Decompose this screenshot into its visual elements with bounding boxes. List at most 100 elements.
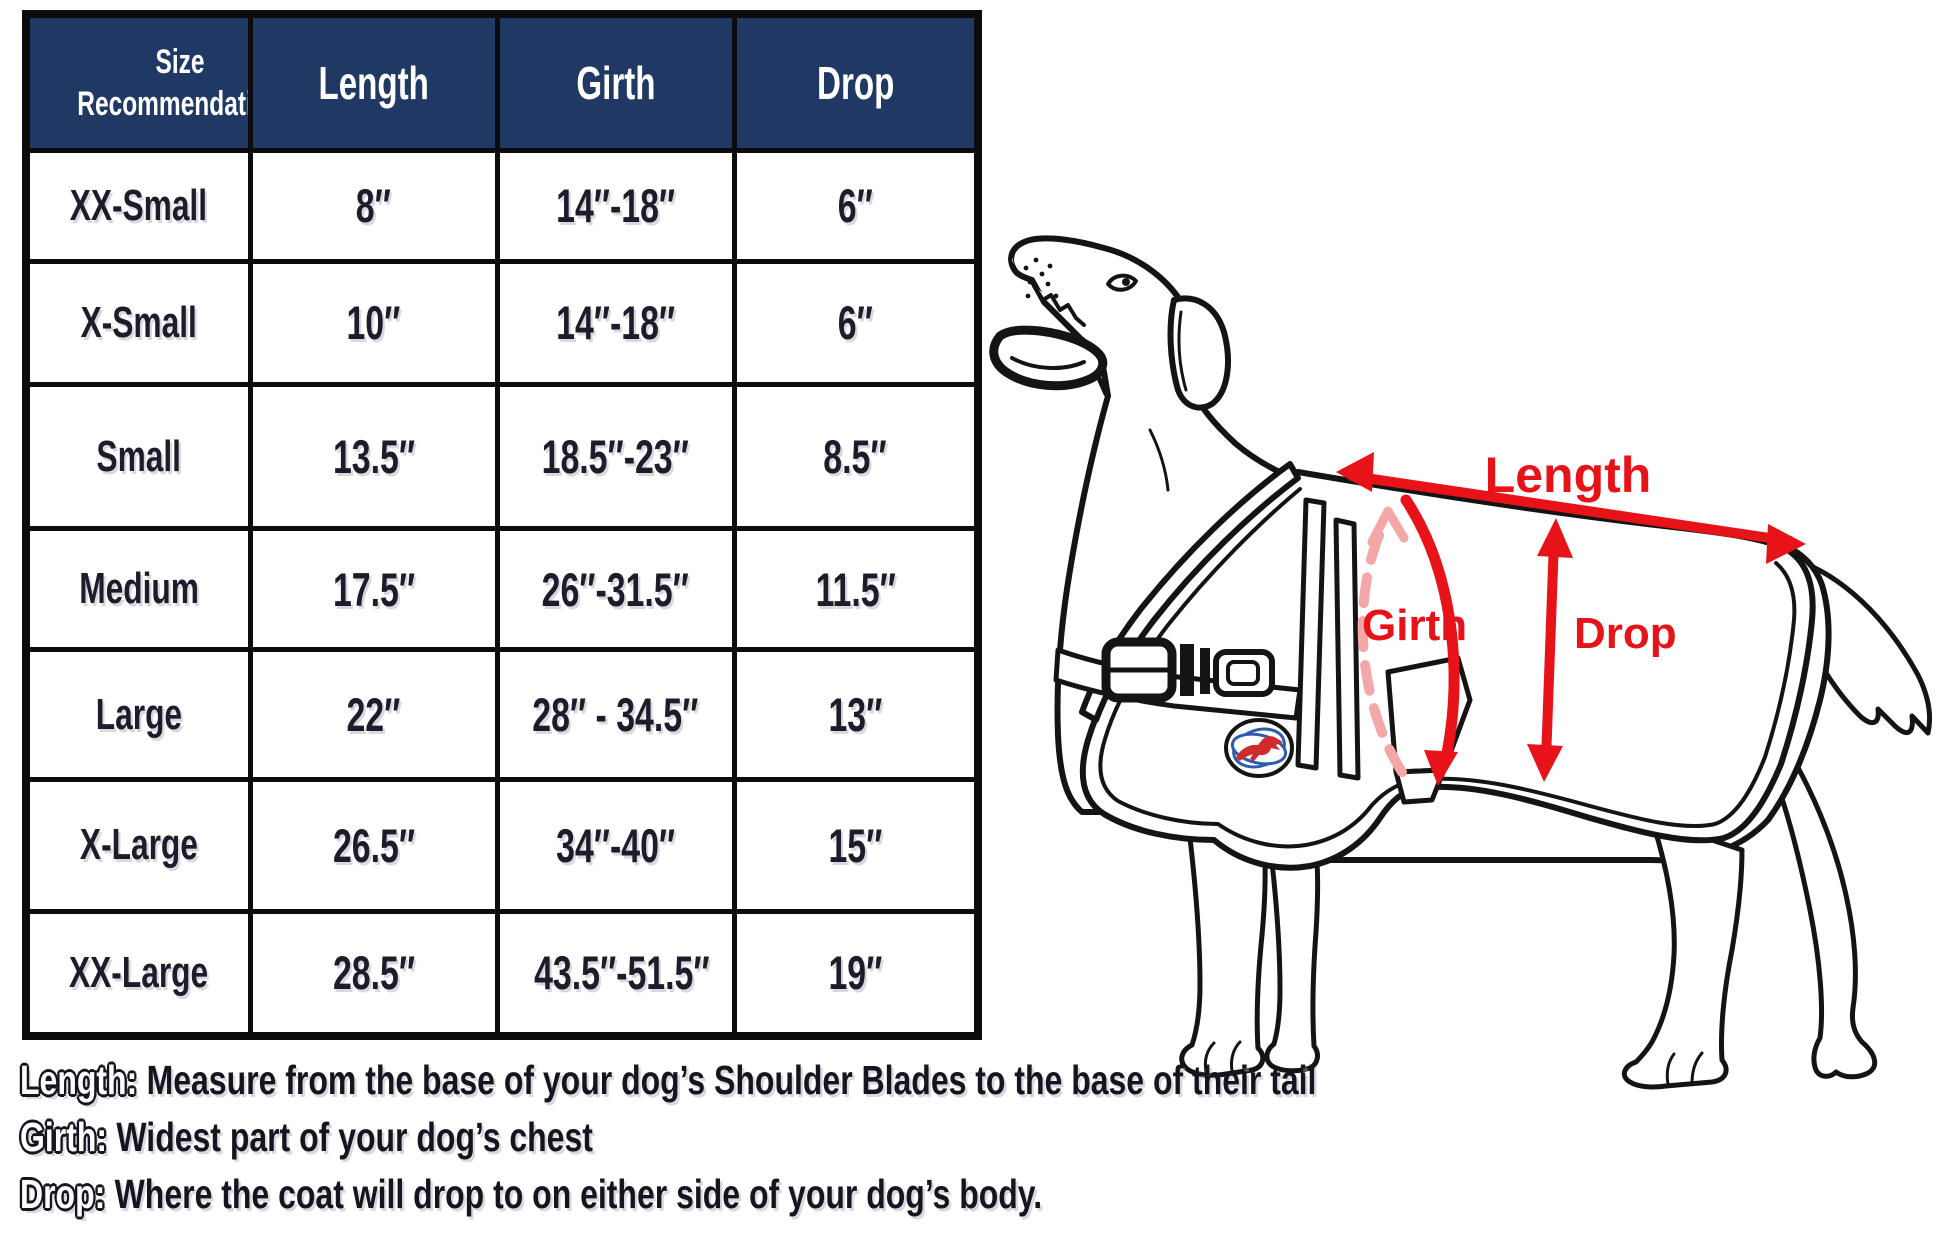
length-cell: 28.5″ bbox=[247, 908, 500, 1039]
drop-value: 11.5″ bbox=[815, 562, 896, 616]
girth-cell: 14″-18″ bbox=[494, 148, 737, 264]
dog-hind-paw-lines bbox=[1665, 1051, 1704, 1086]
length-value: 8″ bbox=[355, 179, 392, 233]
girth-dashed-arrowhead-icon bbox=[1367, 506, 1409, 547]
dog-measurement-diagram: Length Girth Drop bbox=[989, 235, 1933, 1090]
coat-strap-vertical-1 bbox=[1295, 497, 1327, 771]
length-cell: 8″ bbox=[247, 148, 500, 264]
girth-value: 34″-40″ bbox=[556, 818, 675, 872]
size-cell: XX-Small bbox=[23, 148, 253, 264]
drop-value: 8.5″ bbox=[823, 430, 887, 484]
brand-logo bbox=[1224, 718, 1294, 778]
dog-hind-leg-near bbox=[1621, 817, 1745, 1090]
size-value: X-Small bbox=[80, 297, 197, 347]
header-cell-girth: Girth bbox=[494, 11, 737, 153]
coat-leg-flap-fold bbox=[1393, 767, 1447, 805]
note-definition: Widest part of your dog’s chest bbox=[116, 1114, 593, 1160]
drop-cell: 11.5″ bbox=[731, 526, 981, 653]
header-cell-length: Length bbox=[247, 11, 500, 153]
measurement-annotations: Length Girth Drop bbox=[1336, 447, 1806, 786]
girth-label: Girth bbox=[1362, 601, 1467, 650]
drop-arrow bbox=[1527, 518, 1573, 782]
size-cell: Medium bbox=[23, 526, 253, 653]
dog-nostril bbox=[1008, 252, 1016, 269]
drop-value: 13″ bbox=[828, 688, 883, 742]
dog-illustration bbox=[989, 235, 1933, 1090]
note-term: Length: bbox=[20, 1057, 138, 1103]
note-line-drop: Drop: Where the coat will drop to on eith… bbox=[20, 1166, 1316, 1223]
dog-eye bbox=[1106, 273, 1138, 292]
length-cell: 13.5″ bbox=[247, 381, 500, 532]
drop-cell: 15″ bbox=[731, 776, 981, 914]
girth-cell: 28″ - 34.5″ bbox=[494, 647, 737, 782]
length-arrow bbox=[1336, 452, 1806, 564]
length-label: Length bbox=[1485, 447, 1652, 503]
dog-front-leg-far bbox=[1264, 842, 1320, 1074]
girth-value: 26″-31.5″ bbox=[541, 562, 690, 616]
length-cell: 17.5″ bbox=[247, 526, 500, 653]
lower-jaw bbox=[989, 325, 1108, 391]
drop-label: Drop bbox=[1574, 609, 1677, 658]
size-value: Large bbox=[95, 689, 182, 739]
length-value: 28.5″ bbox=[332, 946, 415, 1000]
coat-strap-vertical-2 bbox=[1333, 517, 1361, 781]
size-cell: Small bbox=[23, 381, 253, 532]
table-row: XX-Large 28.5″ 43.5″-51.5″ 19″ bbox=[23, 908, 981, 1039]
girth-value: 18.5″-23″ bbox=[541, 430, 690, 484]
chin-line bbox=[1095, 373, 1109, 397]
note-definition: Measure from the base of your dog’s Shou… bbox=[146, 1057, 1317, 1103]
length-value: 17.5″ bbox=[332, 562, 415, 616]
drop-value: 6″ bbox=[837, 296, 873, 350]
length-cell: 22″ bbox=[247, 647, 500, 782]
upper-teeth bbox=[1032, 284, 1086, 327]
girth-cell: 43.5″-51.5″ bbox=[494, 908, 737, 1039]
buckle-icon bbox=[1101, 637, 1275, 703]
girth-cell: 26″-31.5″ bbox=[494, 526, 737, 653]
drop-cell: 19″ bbox=[731, 908, 981, 1039]
size-value: Small bbox=[96, 431, 182, 481]
drop-value: 6″ bbox=[837, 179, 873, 233]
size-cell: X-Small bbox=[23, 258, 253, 387]
size-cell: X-Large bbox=[23, 776, 253, 914]
girth-value: 14″-18″ bbox=[556, 296, 675, 350]
length-cell: 26.5″ bbox=[247, 776, 500, 914]
length-value: 13.5″ bbox=[332, 430, 415, 484]
header-cell-drop: Drop bbox=[731, 11, 981, 153]
dog-front-leg-near bbox=[1179, 835, 1268, 1078]
header-cell-size: Size Recommendation bbox=[23, 11, 253, 153]
note-definition: Where the coat will drop to on either si… bbox=[114, 1171, 1043, 1217]
size-cell: XX-Large bbox=[23, 908, 253, 1039]
girth-value: 14″-18″ bbox=[556, 179, 675, 233]
neck-stroke bbox=[1148, 428, 1170, 492]
note-term: Drop: bbox=[20, 1171, 106, 1217]
size-value: XX-Large bbox=[69, 947, 209, 997]
length-cell: 10″ bbox=[247, 258, 500, 387]
dog-face-details bbox=[989, 252, 1170, 492]
table-row: Large 22″ 28″ - 34.5″ 13″ bbox=[23, 647, 981, 782]
table-row: Small 13.5″ 18.5″-23″ 8.5″ bbox=[23, 381, 981, 532]
size-value: X-Large bbox=[79, 820, 198, 870]
header-label: Length bbox=[318, 57, 429, 109]
dog-ear-fold bbox=[1177, 310, 1188, 392]
table-row: X-Small 10″ 14″-18″ 6″ bbox=[23, 258, 981, 387]
table-row: Medium 17.5″ 26″-31.5″ 11.5″ bbox=[23, 526, 981, 653]
header-label: Drop bbox=[816, 57, 894, 109]
measurement-notes: Length: Measure from the base of your dog… bbox=[20, 1052, 1682, 1223]
dog-tail bbox=[1793, 557, 1933, 736]
dog-hind-leg-far bbox=[1767, 737, 1878, 1080]
tongue-line bbox=[1010, 356, 1086, 370]
note-term: Girth: bbox=[20, 1114, 108, 1160]
length-value: 10″ bbox=[346, 296, 401, 350]
girth-value: 43.5″-51.5″ bbox=[533, 946, 710, 1000]
table-row: X-Large 26.5″ 34″-40″ 15″ bbox=[23, 776, 981, 914]
drop-value: 15″ bbox=[828, 818, 883, 872]
header-label: Girth bbox=[575, 57, 656, 109]
table-row: XX-Small 8″ 14″-18″ 6″ bbox=[23, 148, 981, 264]
header-label: Size Recommendation bbox=[77, 42, 246, 124]
table-header-row: Size Recommendation Length Girth Drop bbox=[23, 11, 981, 153]
girth-cell: 18.5″-23″ bbox=[494, 381, 737, 532]
drop-cell: 6″ bbox=[731, 148, 981, 264]
girth-arc-solid bbox=[1400, 494, 1460, 764]
dog-front-paw-lines bbox=[1203, 1040, 1242, 1074]
